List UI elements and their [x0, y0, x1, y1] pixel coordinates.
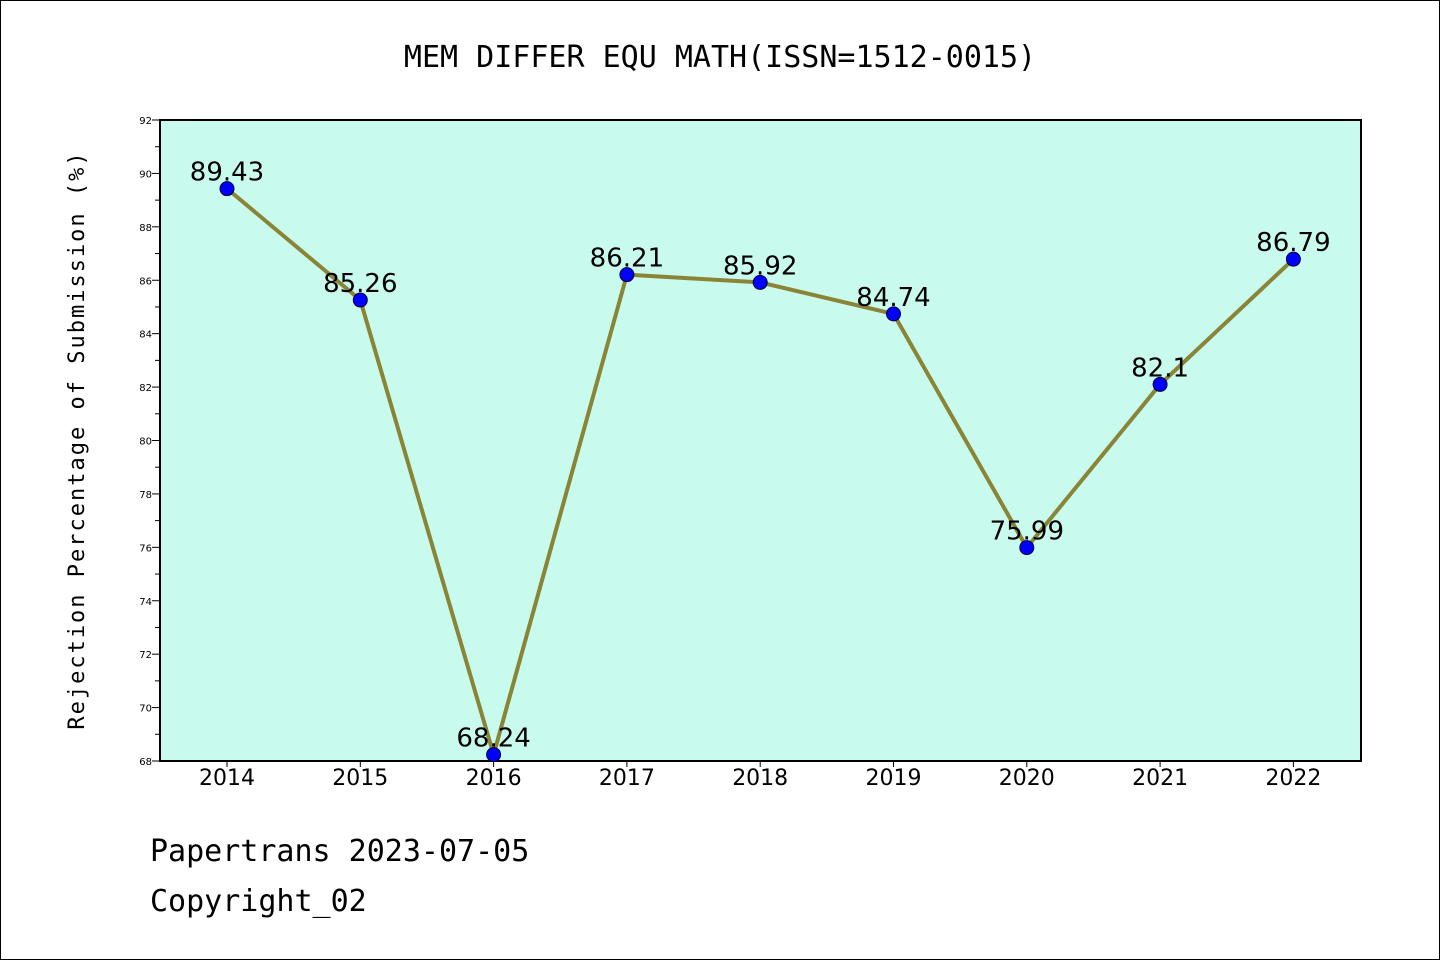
- data-point: [1285, 251, 1301, 267]
- y-tick-label: 74: [139, 597, 152, 608]
- x-tick-label: 2021: [1132, 766, 1188, 791]
- y-tick-label: 68: [139, 757, 152, 768]
- y-tick-label: 86: [139, 276, 152, 287]
- data-point: [1152, 376, 1168, 392]
- y-axis-ticks: 68 70 72 74 76 78 80 82 84 86 88 90 92: [139, 116, 160, 768]
- y-tick-label: 80: [139, 437, 152, 448]
- x-tick-label: 2018: [732, 766, 788, 791]
- data-label: 86.21: [590, 244, 664, 274]
- x-tick-label: 2014: [199, 766, 255, 791]
- chart-title: MEM DIFFER EQU MATH(ISSN=1512-0015): [404, 40, 1036, 75]
- data-point: [486, 747, 502, 763]
- data-label: 75.99: [990, 517, 1064, 547]
- x-axis-ticks: 2014 2015 2016 2017 2018 2019 2020 2021 2022: [199, 761, 1321, 791]
- data-label: 86.79: [1256, 228, 1330, 258]
- data-labels: 89.43 85.26 68.24 86.21 85.92 84.74 75.99 82.1 8…: [190, 158, 1331, 754]
- y-tick-label: 82: [139, 383, 152, 394]
- y-tick-label: 70: [139, 704, 152, 715]
- y-axis-label: Rejection Percentage of Submission (%): [65, 150, 90, 729]
- data-label: 85.26: [323, 269, 397, 299]
- x-tick-label: 2022: [1265, 766, 1321, 791]
- data-point: [352, 292, 368, 308]
- y-tick-label: 72: [139, 650, 152, 661]
- data-label: 85.92: [723, 251, 797, 281]
- y-tick-label: 76: [139, 543, 152, 554]
- data-label: 89.43: [190, 158, 264, 188]
- y-tick-label: 88: [139, 223, 152, 234]
- x-tick-label: 2020: [999, 766, 1055, 791]
- data-point: [1019, 540, 1035, 556]
- x-tick-label: 2019: [866, 766, 922, 791]
- footer-date: Papertrans 2023-07-05: [150, 834, 530, 869]
- x-tick-label: 2016: [466, 766, 522, 791]
- y-tick-label: 84: [139, 330, 152, 341]
- data-label: 68.24: [456, 724, 530, 754]
- footer-copyright: Copyright_02: [150, 884, 367, 919]
- y-tick-label: 78: [139, 490, 152, 501]
- x-tick-label: 2017: [599, 766, 655, 791]
- plot-area: [159, 119, 1362, 762]
- data-label: 84.74: [856, 283, 930, 313]
- series-markers: [219, 181, 1301, 763]
- data-point: [619, 267, 635, 283]
- data-point: [752, 274, 768, 290]
- x-tick-label: 2015: [332, 766, 388, 791]
- y-tick-label: 90: [139, 169, 152, 180]
- data-label: 82.1: [1131, 353, 1189, 383]
- data-point: [886, 306, 901, 322]
- y-tick-label: 92: [139, 116, 152, 127]
- data-point: [219, 181, 235, 197]
